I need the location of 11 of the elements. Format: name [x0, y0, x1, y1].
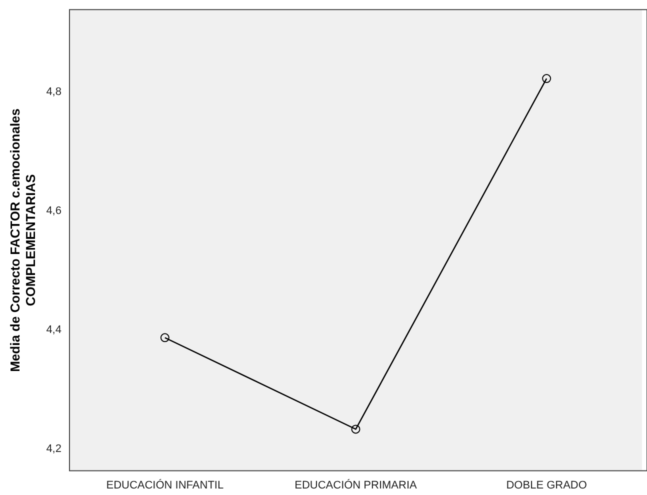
y-tick-label: 4,4 — [46, 324, 62, 336]
y-axis-title: Media de Correcto FACTOR c.emocionales COMPLEMENTARIAS — [7, 108, 38, 372]
point — [542, 74, 552, 84]
x-tick-label: EDUCACIÓN INFANTIL — [106, 478, 224, 492]
y-tick-label: 4,6 — [46, 205, 62, 218]
point — [351, 424, 360, 434]
x-tick-label: EDUCACIÓN PRIMARIA — [294, 478, 418, 492]
y-tick-label: 4,2 — [46, 442, 62, 455]
point — [160, 333, 170, 342]
x-tick-label: DOBLE GRADO — [506, 479, 588, 492]
y-tick-label: 4,8 — [46, 86, 62, 98]
